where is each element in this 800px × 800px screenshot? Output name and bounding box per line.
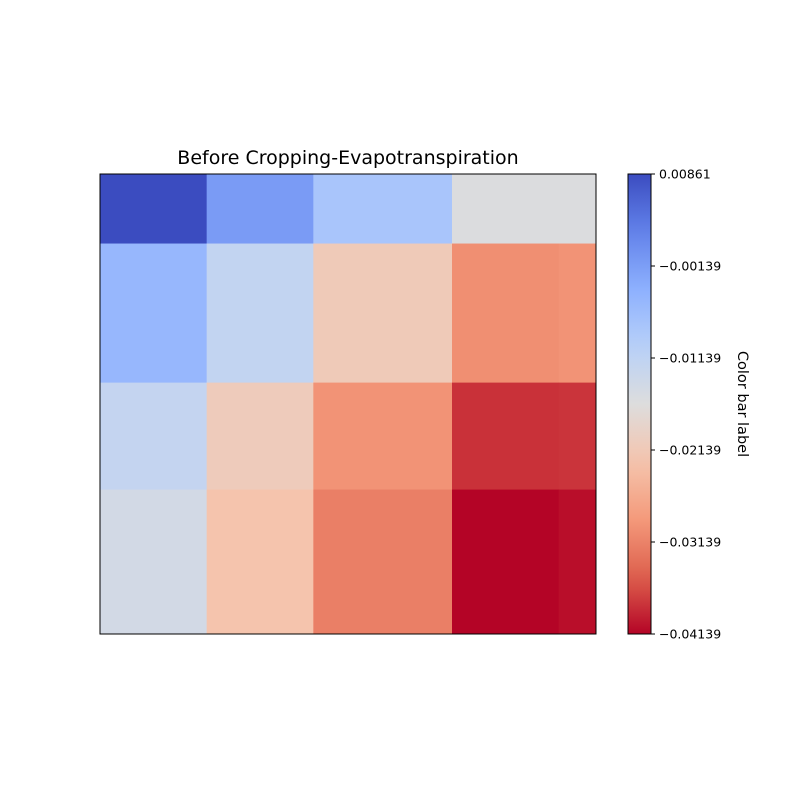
heatmap-cell — [452, 382, 560, 491]
heatmap-cell — [100, 382, 208, 491]
colorbar-tick-label: −0.01139 — [659, 351, 721, 366]
heatmap-cell — [313, 243, 453, 384]
heatmap-cell — [206, 489, 314, 635]
chart-title: Before Cropping-Evapotranspiration — [177, 147, 518, 169]
colorbar — [627, 173, 652, 635]
heatmap-cell — [313, 489, 453, 635]
heatmap-cell — [100, 174, 208, 245]
heatmap-cell — [100, 489, 208, 635]
heatmap-cell — [452, 489, 560, 635]
heatmap-cells — [100, 174, 597, 635]
heatmap-cell — [452, 243, 560, 384]
plot-frame — [99, 173, 597, 635]
heatmap-cell — [558, 174, 597, 245]
heatmap-cell — [100, 243, 208, 384]
heatmap-cell — [206, 174, 314, 245]
colorbar-tick-label: 0.00861 — [659, 167, 711, 182]
heatmap-cell — [313, 174, 453, 245]
heatmap-cell — [206, 382, 314, 491]
heatmap-cell — [558, 243, 597, 384]
heatmap-cell — [452, 174, 560, 245]
colorbar-label: Color bar label — [734, 351, 750, 457]
heatmap-cell — [558, 489, 597, 635]
heatmap-cell — [558, 382, 597, 491]
heatmap-cell — [313, 382, 453, 491]
colorbar-tick-label: −0.02139 — [659, 443, 721, 458]
colorbar-tick-label: −0.00139 — [659, 259, 721, 274]
colorbar-tick-label: −0.04139 — [659, 627, 721, 642]
heatmap-cell — [206, 243, 314, 384]
colorbar-tick-label: −0.03139 — [659, 535, 721, 550]
colorbar-ticks: 0.00861 −0.00139 −0.01139 −0.02139 −0.03139 −… — [651, 167, 721, 642]
